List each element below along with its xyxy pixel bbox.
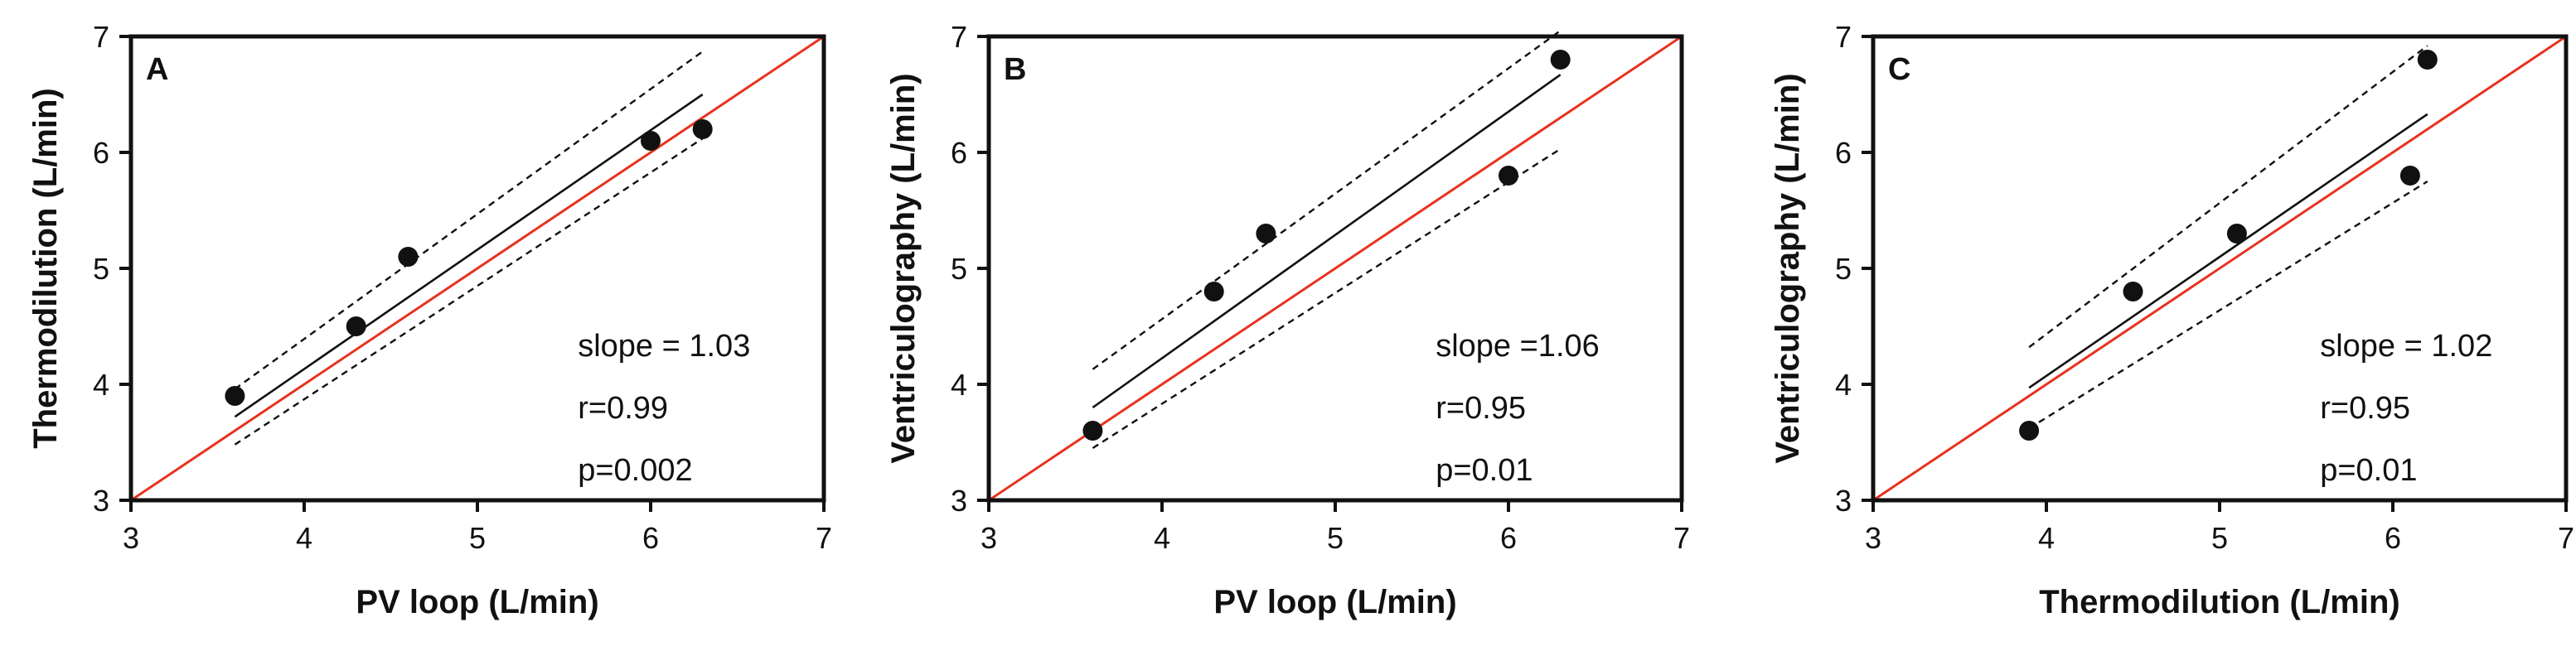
data-point <box>2226 224 2247 244</box>
y-axis-label: Ventriculography (L/min) <box>885 73 922 463</box>
ci-lower-line <box>2028 180 2428 430</box>
data-point <box>346 316 366 336</box>
ci-upper-line <box>2028 45 2428 349</box>
data-point <box>2417 50 2438 70</box>
ci-upper-line <box>234 51 704 390</box>
data-point <box>692 119 713 139</box>
x-axis-label: PV loop (L/min) <box>1213 584 1456 620</box>
y-axis-label: Thermodilution (L/min) <box>27 88 64 449</box>
panel-letter: A <box>146 52 168 87</box>
x-axis-label: Thermodilution (L/min) <box>2039 584 2400 620</box>
data-point <box>2019 421 2040 441</box>
x-tick-label: 7 <box>2558 521 2574 555</box>
x-tick-label: 5 <box>2211 521 2228 555</box>
y-tick-label: 3 <box>93 484 109 518</box>
data-point <box>1082 421 1103 441</box>
data-point <box>1203 282 1224 301</box>
data-point <box>225 386 245 406</box>
stat-annotation: r=0.95 <box>2320 391 2410 426</box>
x-axis-label: PV loop (L/min) <box>356 584 598 620</box>
stat-annotation: slope = 1.02 <box>2320 329 2492 364</box>
panel-c: 3 4 5 6 7 3 4 5 6 7 C Thermodilution (L/min) Ventric… <box>1770 20 2574 620</box>
stat-annotation: p=0.01 <box>1436 453 1533 488</box>
x-tick-label: 5 <box>1327 521 1344 555</box>
data-point <box>398 247 419 267</box>
y-tick-label: 7 <box>951 20 967 54</box>
identity-line <box>1873 36 2566 500</box>
x-tick-label: 4 <box>1154 521 1170 555</box>
stat-annotation: p=0.01 <box>2320 453 2417 488</box>
x-tick-label: 7 <box>816 521 832 555</box>
x-tick-label: 3 <box>123 521 139 555</box>
panel-b: 3 4 5 6 7 3 4 5 6 7 B PV loop (L/min) Ventriculograp… <box>885 20 1690 620</box>
ci-lower-line <box>234 137 704 446</box>
data-point <box>1550 50 1571 70</box>
regression-line <box>1092 74 1562 409</box>
panel-a: 3 4 5 6 7 3 4 5 6 7 A PV loop (L/min) Thermodilution… <box>27 20 832 620</box>
y-tick-label: 5 <box>1835 252 1852 286</box>
x-tick-label: 6 <box>1500 521 1517 555</box>
y-tick-label: 4 <box>951 368 967 402</box>
data-point <box>2399 166 2420 186</box>
data-point <box>641 131 661 151</box>
y-tick-label: 3 <box>1835 484 1852 518</box>
data-point <box>1499 166 1518 186</box>
data-point <box>2123 282 2143 301</box>
data-point <box>1256 224 1276 244</box>
stat-annotation: r=0.99 <box>578 391 668 426</box>
regression-line <box>234 93 704 418</box>
x-tick-label: 6 <box>2385 521 2401 555</box>
y-tick-label: 6 <box>93 136 109 170</box>
identity-line <box>131 36 824 500</box>
x-tick-label: 7 <box>1673 521 1690 555</box>
y-tick-label: 6 <box>951 136 967 170</box>
y-tick-label: 5 <box>951 252 967 286</box>
regression-line <box>2028 113 2428 389</box>
stat-annotation: p=0.002 <box>578 453 692 488</box>
y-tick-label: 4 <box>1835 368 1852 402</box>
y-tick-label: 4 <box>93 368 109 402</box>
x-tick-label: 4 <box>296 521 312 555</box>
y-tick-label: 5 <box>93 252 109 286</box>
x-tick-label: 3 <box>981 521 997 555</box>
stat-annotation: slope = 1.03 <box>578 329 750 364</box>
y-axis-label: Ventriculography (L/min) <box>1770 73 1806 463</box>
y-tick-label: 7 <box>93 20 109 54</box>
x-tick-label: 6 <box>642 521 659 555</box>
stat-annotation: r=0.95 <box>1436 391 1526 426</box>
x-tick-label: 5 <box>469 521 486 555</box>
panel-letter: B <box>1004 52 1026 87</box>
x-tick-label: 3 <box>1865 521 1881 555</box>
y-tick-label: 7 <box>1835 20 1852 54</box>
x-tick-label: 4 <box>2038 521 2055 555</box>
ci-upper-line <box>1092 30 1562 370</box>
stat-annotation: slope =1.06 <box>1436 329 1600 364</box>
y-tick-label: 6 <box>1835 136 1852 170</box>
y-tick-label: 3 <box>951 484 967 518</box>
panel-letter: C <box>1888 52 1910 87</box>
identity-line <box>989 36 1682 500</box>
